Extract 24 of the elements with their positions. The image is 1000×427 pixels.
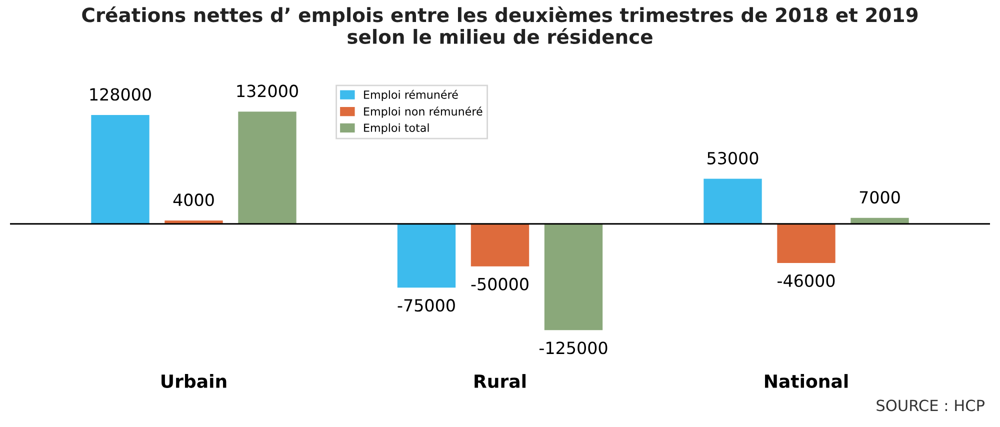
data-label: 132000	[237, 84, 298, 98]
source-note: SOURCE : HCP	[876, 400, 984, 412]
bar	[544, 224, 603, 330]
data-label: 53000	[708, 152, 758, 164]
legend-label: Emploi rémunéré	[364, 90, 458, 102]
data-label: -75000	[398, 299, 455, 312]
data-label: -46000	[778, 274, 835, 287]
data-label: 128000	[90, 88, 151, 101]
bar	[777, 224, 836, 263]
bar	[238, 112, 296, 224]
x-tick-label: National	[765, 374, 848, 388]
data-label: 7000	[860, 190, 900, 204]
data-label: -50000	[471, 278, 528, 290]
legend-label: Emploi total	[364, 123, 429, 134]
bar	[91, 115, 150, 224]
x-tick-label: Rural	[474, 374, 526, 388]
data-label: -125000	[539, 342, 608, 354]
legend-label: Emploi non rémunéré	[364, 106, 482, 118]
data-label: 4000	[173, 194, 214, 206]
bar	[704, 178, 762, 224]
bar	[470, 224, 530, 266]
x-tick-label: Urbain	[162, 374, 226, 388]
chart-title: Créations nettes d’ emplois entre les deuxièmes trimestres de 2018 et 2019 selon le milieu de résidence	[82, 6, 918, 44]
bar	[397, 224, 456, 288]
